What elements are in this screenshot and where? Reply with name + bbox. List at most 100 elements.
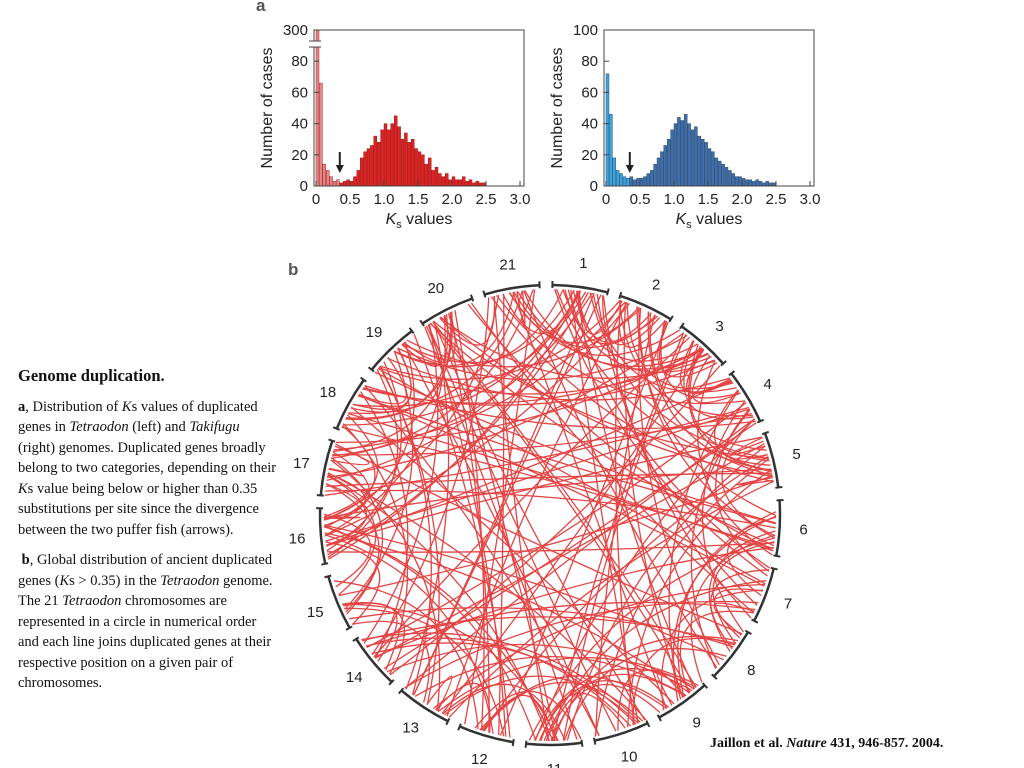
panel-label-a: a bbox=[256, 0, 266, 15]
caption-paragraph-b: b, Global distribution of ancient duplic… bbox=[18, 552, 273, 691]
chromosome-arc bbox=[753, 568, 775, 622]
y-tick-label: 300 bbox=[283, 22, 308, 39]
x-axis-label: Ks values bbox=[386, 211, 453, 231]
histogram-bar bbox=[656, 157, 661, 187]
histogram-bar bbox=[468, 179, 473, 187]
y-tick-label: 60 bbox=[291, 84, 308, 101]
histogram-bar bbox=[666, 138, 671, 187]
duplication-link bbox=[691, 354, 741, 404]
duplication-link bbox=[383, 422, 757, 670]
duplication-link bbox=[432, 321, 697, 688]
histogram-bar bbox=[612, 157, 617, 187]
histogram-bar bbox=[694, 126, 698, 187]
histogram-bar bbox=[724, 167, 729, 187]
duplication-link bbox=[342, 602, 406, 675]
chromosome-label: 21 bbox=[499, 258, 516, 274]
chromosome-arc bbox=[421, 297, 473, 325]
chromosome-label: 11 bbox=[547, 761, 563, 768]
histogram-bar bbox=[626, 177, 630, 187]
histogram-bar bbox=[748, 179, 753, 187]
duplication-link bbox=[713, 588, 763, 639]
x-axis-label: Ks values bbox=[676, 211, 743, 231]
histogram-tetraodon: 0 20 40 60 80 300 0 0.5 1.0 1.5 2.0 2.5 3.0 Number of… bbox=[259, 22, 530, 231]
histogram-bar bbox=[448, 179, 452, 187]
duplication-link bbox=[638, 307, 776, 539]
histogram-bar bbox=[646, 173, 651, 187]
y-tick-label: 40 bbox=[581, 116, 598, 133]
histogram-bar bbox=[670, 129, 674, 187]
histogram-bar bbox=[390, 123, 395, 187]
histogram-bar bbox=[660, 151, 664, 187]
histogram-bar bbox=[643, 176, 647, 187]
chromosome-arc-end bbox=[668, 315, 674, 323]
chromosome-arc-end bbox=[482, 290, 487, 298]
chromosome-label: 7 bbox=[784, 596, 792, 613]
duplication-link bbox=[325, 436, 763, 547]
duplication-link bbox=[393, 291, 515, 367]
duplication-link bbox=[433, 320, 769, 460]
arrow-head bbox=[625, 165, 634, 173]
chromosome-label: 10 bbox=[621, 748, 638, 765]
duplication-link bbox=[649, 312, 767, 451]
duplication-link bbox=[357, 395, 776, 525]
x-tick-label: 2.0 bbox=[442, 191, 463, 208]
duplication-link bbox=[426, 675, 453, 712]
x-tick-label: 1.5 bbox=[698, 191, 719, 208]
histogram-bar bbox=[356, 170, 361, 187]
x-tick-label: 0 bbox=[602, 191, 610, 208]
duplication-link bbox=[490, 296, 774, 483]
chromosome-label: 1 bbox=[579, 258, 587, 272]
histogram-bar bbox=[619, 173, 623, 187]
x-tick-label: 2.5 bbox=[766, 191, 787, 208]
chromosome-arc bbox=[713, 631, 750, 678]
duplication-link bbox=[404, 418, 755, 689]
histogram-bar bbox=[622, 176, 627, 187]
chromosome-arc-end bbox=[398, 687, 405, 695]
histogram-takifugu: 0 20 40 60 80 100 0 0.5 1.0 1.5 2.0 2.5 3.0 Number of… bbox=[549, 22, 820, 231]
chromosome-arc-end bbox=[618, 291, 623, 300]
chromosome-arc-end bbox=[445, 718, 451, 726]
chromosome-arc-end bbox=[367, 366, 375, 373]
chromosome-arc-end bbox=[775, 485, 783, 489]
caption-title: Genome duplication. bbox=[18, 366, 165, 385]
duplication-link bbox=[325, 541, 381, 626]
chromosome-arc-end bbox=[511, 738, 515, 747]
histogram-bar bbox=[649, 170, 654, 187]
duplication-link bbox=[668, 390, 740, 700]
chromosome-circle-plot: 123456789101112131415161718192021 bbox=[290, 258, 808, 768]
chromosome-arc-end bbox=[592, 737, 597, 745]
histogram-bar bbox=[697, 135, 702, 187]
duplication-link bbox=[406, 307, 642, 368]
histogram-bar bbox=[455, 179, 459, 187]
histogram-bar bbox=[400, 138, 405, 187]
histogram-bar bbox=[444, 173, 449, 187]
duplication-link bbox=[352, 620, 430, 703]
histogram-bar bbox=[322, 163, 327, 187]
duplication-link bbox=[618, 299, 753, 417]
chromosome-label: 20 bbox=[427, 280, 444, 297]
histogram-bar bbox=[370, 145, 374, 187]
duplication-link bbox=[330, 445, 370, 466]
chromosome-arc bbox=[400, 689, 449, 723]
histogram-bar bbox=[728, 170, 732, 187]
duplication-link bbox=[589, 292, 769, 459]
chromosome-label: 9 bbox=[693, 714, 701, 731]
chromosome-arc bbox=[730, 372, 762, 422]
chromosome-arc-end bbox=[701, 682, 709, 689]
chromosome-arc-end bbox=[316, 494, 324, 497]
histogram-bar bbox=[673, 123, 678, 187]
histogram-bar bbox=[475, 181, 480, 187]
chromosome-arc-end bbox=[606, 288, 610, 296]
histogram-bar bbox=[336, 179, 340, 187]
histogram-bar bbox=[765, 181, 770, 187]
chromosome-arc bbox=[619, 294, 672, 321]
axis-break-gap bbox=[309, 41, 321, 48]
duplication-link bbox=[623, 301, 684, 699]
duplication-link bbox=[352, 347, 412, 410]
chromosome-label: 18 bbox=[320, 384, 337, 401]
histogram-bar bbox=[325, 170, 330, 187]
histogram-bar bbox=[366, 148, 371, 187]
duplication-link bbox=[371, 297, 490, 656]
duplication-link bbox=[325, 483, 380, 613]
chromosome-arc bbox=[484, 283, 540, 296]
